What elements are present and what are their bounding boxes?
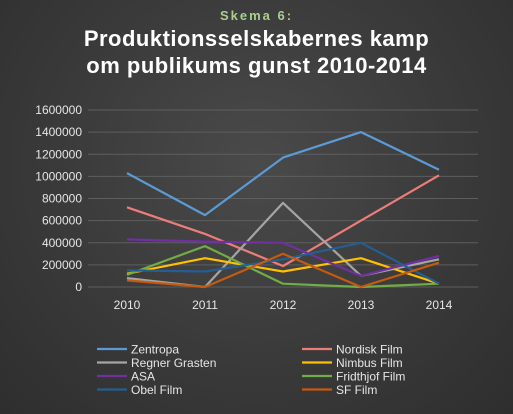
legend-label: Regner Grasten xyxy=(131,356,216,370)
x-tick-label: 2014 xyxy=(426,298,453,312)
y-tick-label: 800000 xyxy=(42,192,82,206)
y-tick-label: 0 xyxy=(75,280,82,294)
y-tick-label: 600000 xyxy=(42,214,82,228)
y-tick-label: 1000000 xyxy=(35,169,82,183)
legend-label: ASA xyxy=(131,370,155,384)
x-tick-label: 2012 xyxy=(270,298,297,312)
x-tick-label: 2013 xyxy=(348,298,375,312)
legend-label: Zentropa xyxy=(131,343,179,357)
series-line-obel-film xyxy=(126,241,440,285)
x-tick-label: 2010 xyxy=(114,298,141,312)
legend-label: Fridthjof Film xyxy=(336,370,405,384)
legend-label: Obel Film xyxy=(131,383,182,397)
series-line-fridthjof-film xyxy=(126,245,440,289)
x-tick-label: 2011 xyxy=(192,298,218,312)
y-tick-label: 1400000 xyxy=(35,125,82,139)
chart-title-line-2: om publikums gunst 2010-2014 xyxy=(86,53,427,78)
legend-label: Nordisk Film xyxy=(336,343,403,357)
legend-label: SF Film xyxy=(336,383,377,397)
y-tick-label: 1200000 xyxy=(35,147,82,161)
series-line-nordisk-film xyxy=(126,174,440,268)
legend-label: Nimbus Film xyxy=(336,356,403,370)
series-line-regner-grasten xyxy=(126,201,440,289)
series-line-sf-film xyxy=(126,252,440,289)
chart-subtitle: Skema 6: xyxy=(219,8,294,23)
y-tick-label: 400000 xyxy=(42,236,82,250)
title-block: Skema 6: Produktionsselskabernes kamp om… xyxy=(0,8,513,79)
series-line-zentropa xyxy=(126,131,440,217)
y-tick-label: 1600000 xyxy=(35,103,82,117)
y-tick-label: 200000 xyxy=(42,258,82,272)
series-line-nimbus-film xyxy=(126,257,440,285)
chart-title-line-1: Produktionsselskabernes kamp xyxy=(83,26,430,51)
series-line-asa xyxy=(126,238,440,277)
